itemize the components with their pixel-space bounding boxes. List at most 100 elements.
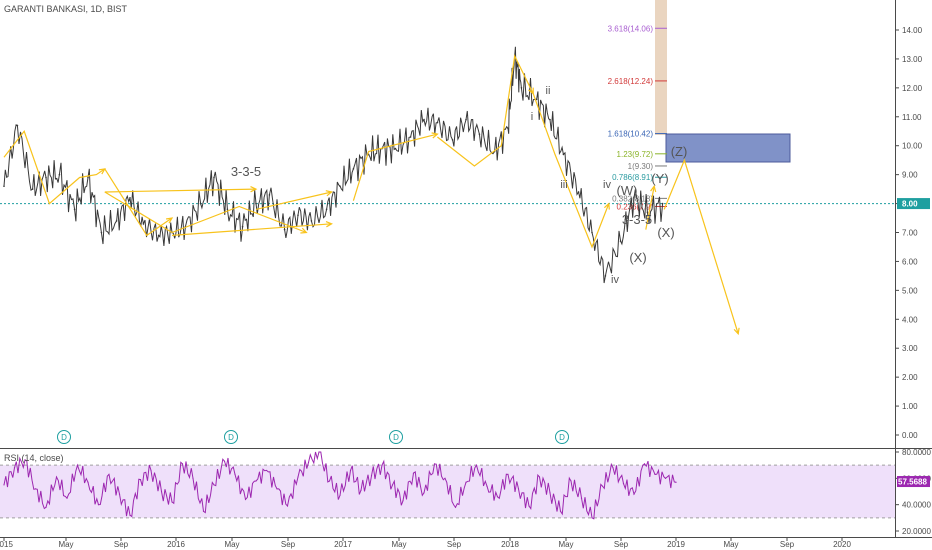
- time-tick-label: 2018: [501, 540, 519, 549]
- wave-arrow-head: [165, 217, 174, 224]
- rsi-point: [381, 464, 383, 466]
- rsi-point: [265, 469, 268, 472]
- price-tick-label: 13.00: [902, 55, 923, 64]
- price-point: [661, 202, 664, 205]
- wave-arrow-path: [352, 133, 438, 201]
- dividend-marker[interactable]: [389, 430, 403, 444]
- rsi-point: [612, 467, 614, 469]
- rsi-point: [622, 483, 625, 485]
- dividend-marker[interactable]: [57, 430, 71, 444]
- wave-label: iii: [560, 179, 567, 191]
- chart-title: GARANTI BANKASI, 1D, BIST: [4, 4, 128, 14]
- price-tick-label: 3.00: [902, 344, 918, 353]
- wave-arrow-path: [663, 158, 739, 334]
- fib-level-label: 0.382(8.18): [612, 194, 653, 203]
- rsi-point: [87, 481, 89, 483]
- price-tick-label: 0.00: [902, 431, 918, 440]
- rsi-point: [391, 484, 394, 486]
- rsi-point: [549, 492, 551, 494]
- rsi-point: [402, 500, 404, 502]
- dividend-marker[interactable]: [224, 430, 238, 444]
- wave-arrow-path: [104, 168, 173, 237]
- dividend-marker-label: D: [228, 433, 234, 442]
- dividend-marker[interactable]: [555, 430, 569, 444]
- wave-arrow-path: [255, 191, 332, 210]
- rsi-point: [475, 464, 478, 466]
- wave-label: i: [531, 111, 533, 123]
- price-point: [339, 185, 341, 188]
- rsi-point: [328, 480, 331, 482]
- wave-arrow-head: [325, 221, 333, 228]
- price-point: [465, 118, 467, 121]
- time-tick-label: Sep: [114, 540, 129, 549]
- price-point: [241, 225, 244, 228]
- price-point: [226, 208, 229, 211]
- wave-arrow-path: [3, 130, 106, 205]
- price-point: [535, 98, 538, 101]
- rsi-point: [118, 493, 121, 495]
- price-tick-label: 7.00: [902, 229, 918, 238]
- price-point: [352, 168, 355, 170]
- rsi-point: [24, 459, 26, 461]
- price-point: [562, 153, 565, 156]
- price-point: [297, 214, 299, 216]
- price-point: [478, 133, 481, 135]
- price-point: [87, 176, 89, 179]
- wave-label: (Z): [671, 144, 688, 159]
- time-tick-label: Sep: [281, 540, 296, 549]
- rsi-point: [223, 460, 226, 462]
- price-point: [591, 231, 593, 234]
- rsi-point: [318, 451, 320, 453]
- current-price-badge-label: 8.00: [902, 200, 918, 209]
- price-tick-label: 5.00: [902, 286, 918, 295]
- price-tick-label: 1.00: [902, 402, 918, 411]
- price-point: [325, 208, 328, 211]
- wave-arrow-head: [603, 202, 610, 210]
- price-tick-label: 2.00: [902, 373, 918, 382]
- fib-level-label: 3.618(14.06): [608, 24, 654, 33]
- rsi-series: [3, 451, 677, 520]
- wave-label: (W): [617, 183, 638, 198]
- time-tick-label: 2020: [833, 540, 851, 549]
- rsi-point: [643, 463, 646, 465]
- fib-level-label: 1(9.30): [628, 162, 654, 171]
- rsi-point: [244, 498, 247, 500]
- rsi-point: [286, 505, 289, 507]
- rsi-point: [13, 467, 16, 469]
- wave-label: (X): [657, 225, 674, 240]
- fib-levels: 3.618(14.06) 2.618(12.24) 1.618(10.42) 1.23…: [608, 24, 667, 211]
- wave-label: (X): [629, 250, 646, 265]
- rsi-point: [559, 510, 562, 512]
- price-point: [619, 240, 622, 242]
- price-axis: 0.00 1.00 2.00 3.00 4.00 5.00 6.00 7.00 8.00 9.00…: [895, 26, 923, 440]
- time-tick-label: May: [391, 540, 406, 549]
- price-tick-label: 6.00: [902, 257, 918, 266]
- rsi-point: [528, 505, 530, 507]
- fib-target-box: [665, 133, 791, 163]
- rsi-point: [370, 475, 373, 477]
- rsi-point: [129, 514, 131, 516]
- rsi-point: [339, 494, 341, 497]
- wave-arrow-head: [650, 184, 657, 193]
- time-tick-label: Sep: [780, 540, 795, 549]
- wave-arrow-path: [645, 186, 655, 230]
- price-series: [3, 46, 664, 284]
- price-point: [213, 176, 215, 179]
- fib-level-label: 1.618(10.42): [608, 130, 654, 139]
- rsi-point: [570, 480, 572, 482]
- fib-extension-column: [655, 0, 667, 135]
- price-point: [394, 147, 397, 150]
- time-tick-label: 2016: [167, 540, 185, 549]
- time-tick-label: Sep: [447, 540, 462, 549]
- rsi-point: [360, 489, 362, 491]
- wave-label: (Y): [651, 171, 668, 186]
- price-point: [409, 136, 412, 138]
- rsi-point: [160, 490, 163, 493]
- rsi-point: [34, 488, 37, 490]
- rsi-point: [234, 473, 236, 475]
- rsi-point: [580, 497, 583, 499]
- rsi-point: [139, 479, 142, 481]
- rsi-point: [538, 476, 541, 478]
- price-point: [199, 202, 202, 205]
